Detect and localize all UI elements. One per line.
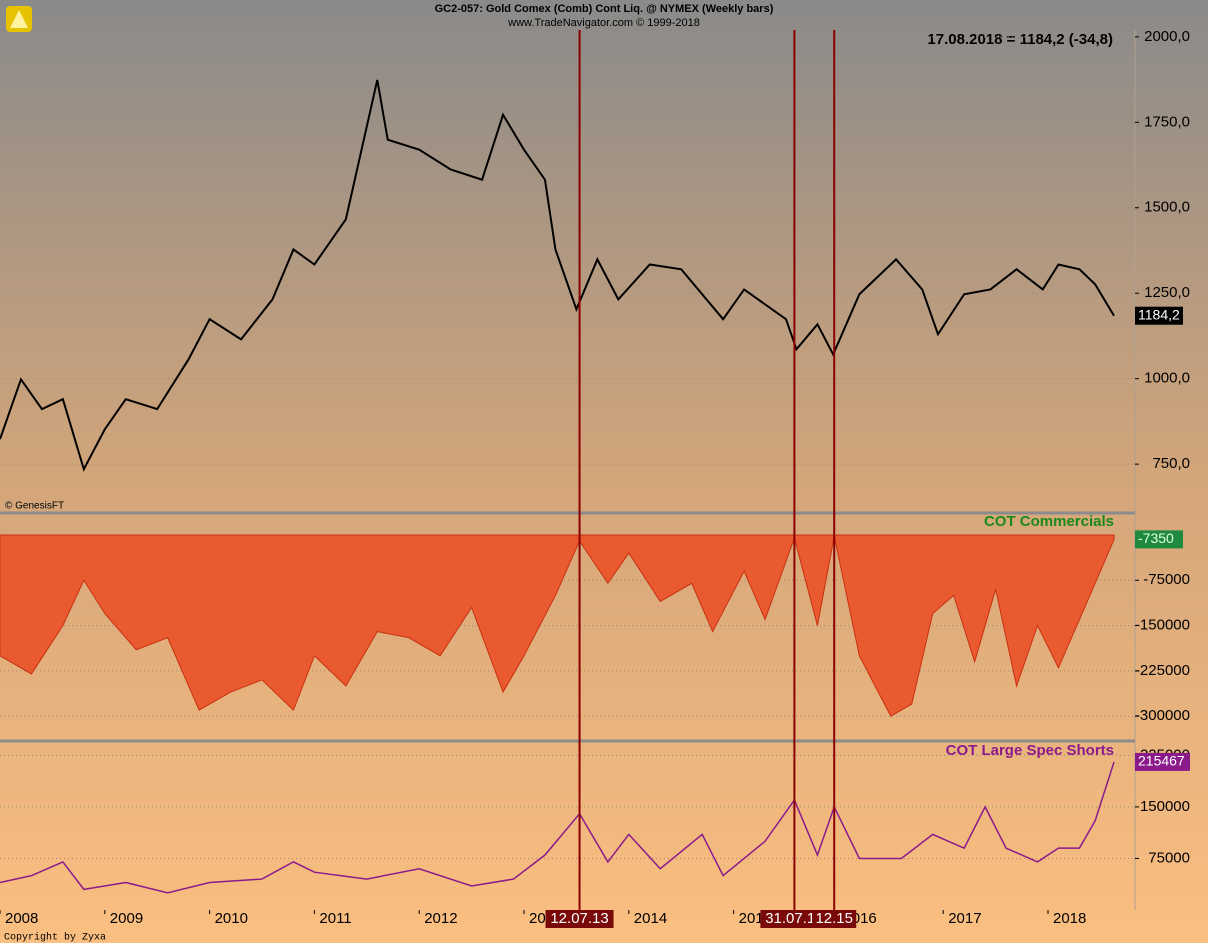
panel-title: COT Large Spec Shorts	[946, 742, 1114, 759]
chart-title: GC2-057: Gold Comex (Comb) Cont Liq. @ N…	[435, 3, 774, 15]
x-tick-label: 2011	[319, 910, 351, 927]
last-value-box	[1135, 752, 1190, 771]
marker-label: 12.15	[815, 910, 853, 927]
last-value-label: 215467	[1138, 753, 1185, 769]
marker-label-box	[760, 910, 829, 928]
last-value-box	[1135, 306, 1183, 325]
last-value-box	[1135, 530, 1183, 549]
marker-label-box	[812, 910, 857, 928]
x-tick-label: 2014	[634, 910, 667, 927]
logo	[6, 6, 32, 32]
quote: 17.08.2018 = 1184,2 (-34,8)	[927, 31, 1113, 48]
marker-label-box	[545, 910, 614, 928]
y-tick-label: -150000	[1135, 617, 1190, 634]
y-tick-label: 1500,0	[1144, 199, 1190, 216]
chart-subtitle: www.TradeNavigator.com © 1999-2018	[507, 17, 700, 29]
x-tick-label: 2018	[1053, 910, 1086, 927]
y-tick-label: -75000	[1143, 571, 1190, 588]
x-tick-label: 2010	[215, 910, 248, 927]
y-tick-label: -300000	[1135, 707, 1190, 724]
last-value-label: -7350	[1138, 530, 1174, 546]
x-tick-label: 2017	[948, 910, 981, 927]
histogram-area	[0, 534, 1115, 717]
y-tick-label: 1250,0	[1144, 284, 1190, 301]
y-tick-label: 1000,0	[1144, 370, 1190, 387]
marker-label: 12.07.13	[550, 910, 608, 927]
x-tick-label: 2009	[110, 910, 143, 927]
x-tick-label: 2012	[424, 910, 457, 927]
price-line	[0, 79, 1115, 472]
y-tick-label: 75000	[1148, 849, 1190, 866]
last-value-label: 1184,2	[1138, 306, 1180, 322]
price-line	[0, 761, 1115, 894]
source: © GenesisFT	[5, 501, 64, 512]
y-tick-label: 1750,0	[1144, 113, 1190, 130]
marker-label: 31.07.15	[765, 910, 823, 927]
y-tick-label: 750,0	[1152, 455, 1190, 472]
y-tick-label: 2000,0	[1144, 28, 1190, 45]
y-tick-label: -225000	[1135, 662, 1190, 679]
copyright: Copyright by Zyxa	[4, 932, 106, 943]
x-tick-label: 2008	[5, 910, 38, 927]
panel-title: COT Commercials	[984, 513, 1114, 530]
y-tick-label: 150000	[1140, 798, 1190, 815]
